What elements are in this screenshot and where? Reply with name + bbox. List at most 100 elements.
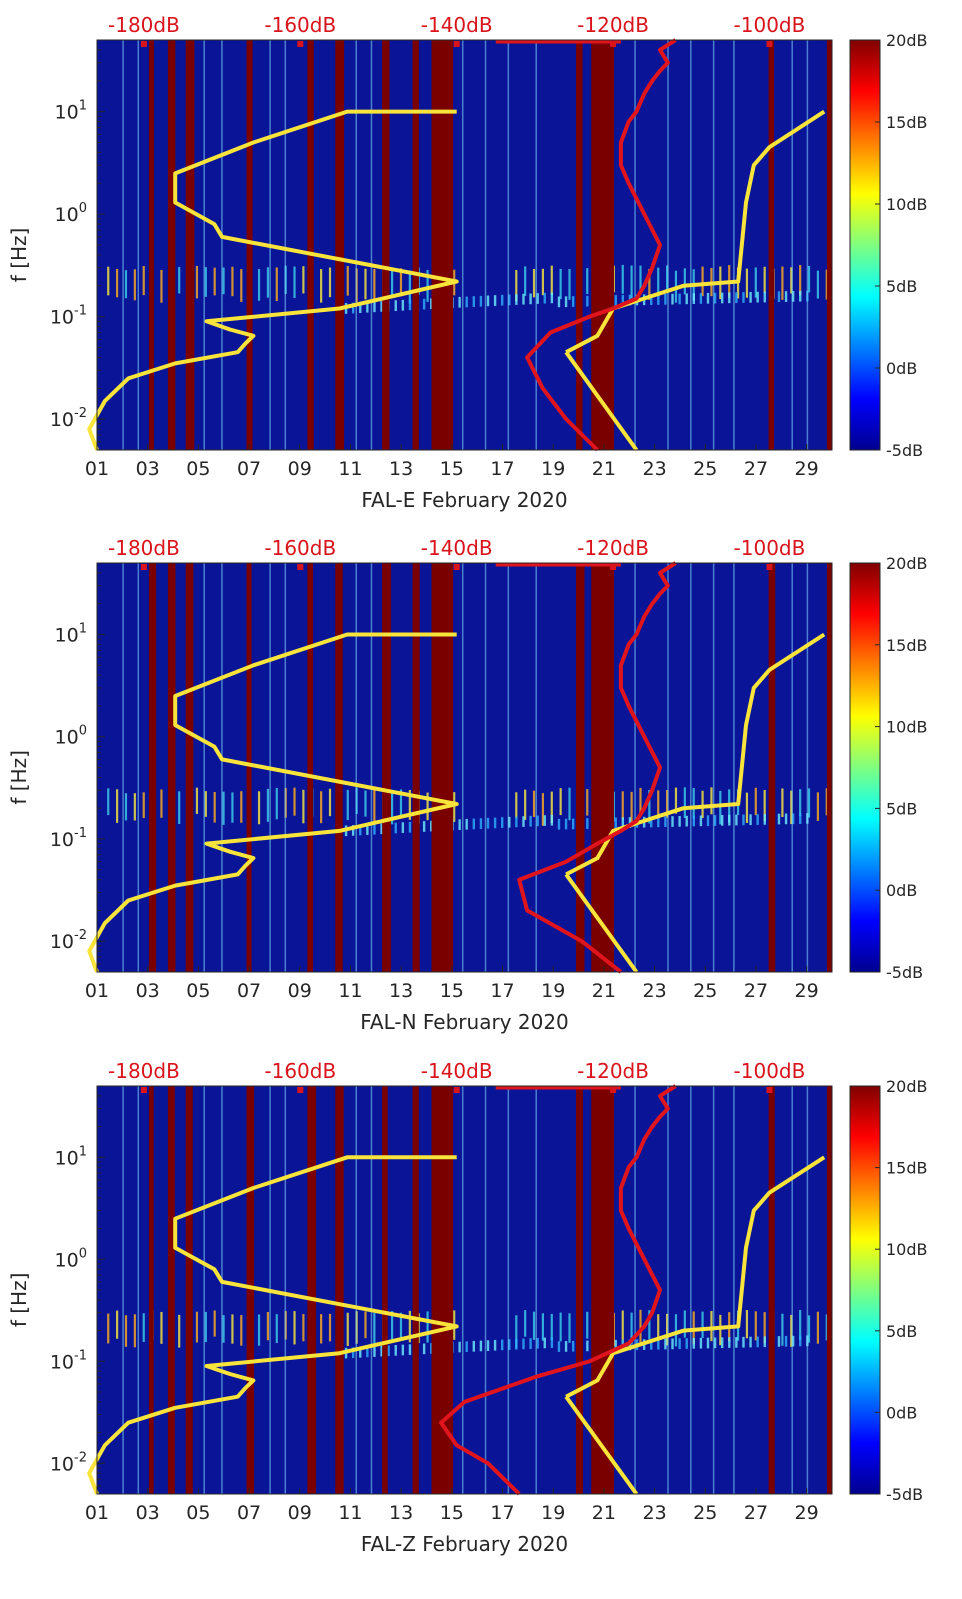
y-tick-label: 100 <box>55 1246 87 1271</box>
secondary-band-cell <box>380 301 383 312</box>
transient-stripe <box>690 563 692 972</box>
y-tick-exponent: -2 <box>74 406 87 421</box>
top-axis-db-label: -140dB <box>421 1059 493 1083</box>
x-tick-label: 29 <box>795 1502 819 1524</box>
secondary-band-cell <box>678 815 681 827</box>
secondary-band-cell <box>728 814 731 826</box>
top-axis-db-label: -100dB <box>734 1059 806 1083</box>
secondary-band-cell <box>422 821 426 832</box>
top-axis-db-label: -160dB <box>264 1059 336 1083</box>
secondary-band-cell <box>543 292 546 304</box>
secondary-band-cell <box>685 293 688 305</box>
top-axis-db-label: -120dB <box>577 536 649 560</box>
secondary-band-cell <box>586 295 589 307</box>
secondary-band-cell <box>472 1340 476 1352</box>
microseism-band-cell <box>816 270 819 299</box>
secondary-band-cell <box>735 1337 738 1348</box>
secondary-band-cell <box>742 1336 745 1348</box>
secondary-band-cell <box>685 815 688 827</box>
data-gap-stripe <box>382 563 391 972</box>
data-gap-stripe <box>768 40 775 450</box>
data-gap-stripe <box>167 1086 175 1494</box>
microseism-band-cell <box>213 1310 216 1337</box>
microseism-band-cell <box>133 1314 136 1348</box>
secondary-band-cell <box>543 815 546 826</box>
x-tick-label: 23 <box>642 458 666 480</box>
data-gap-stripe <box>826 563 832 972</box>
data-gap-block <box>591 1086 615 1494</box>
y-tick-exponent: 1 <box>79 1144 87 1159</box>
data-gap-block <box>591 40 615 450</box>
secondary-band-cell <box>529 815 532 827</box>
microseism-band-cell <box>124 1315 128 1347</box>
secondary-band-cell <box>366 824 369 835</box>
microseism-band-cell <box>160 1311 163 1344</box>
secondary-band-cell <box>784 291 788 302</box>
microseism-band-cell <box>195 787 199 814</box>
x-tick-label: 05 <box>186 458 210 480</box>
microseism-band-cell <box>710 787 713 815</box>
transient-stripe <box>203 563 205 972</box>
secondary-band-cell <box>586 1340 589 1352</box>
microseism-band-cell <box>807 265 811 293</box>
data-gap-block <box>432 1086 454 1494</box>
y-tick-label: 10-2 <box>50 1450 87 1475</box>
secondary-band-cell <box>671 816 674 827</box>
top-axis-db-tick <box>140 1087 147 1093</box>
microseism-band-cell <box>621 791 624 820</box>
x-tick-label: 03 <box>136 980 160 1002</box>
transient-stripe <box>284 40 287 450</box>
transient-stripe <box>667 563 669 972</box>
x-tick-label: 11 <box>338 980 362 1002</box>
transient-stripe <box>284 563 287 972</box>
top-axis-db-tick <box>140 564 147 570</box>
secondary-band-cell <box>713 292 717 304</box>
secondary-band-cell <box>728 1337 731 1348</box>
y-axis-label: f [Hz] <box>7 750 31 805</box>
data-gap-stripe <box>335 563 343 972</box>
microseism-band-cell <box>754 1311 757 1341</box>
microseism-band-cell <box>683 787 686 818</box>
y-tick-base: 10 <box>55 727 79 749</box>
secondary-band-cell <box>430 298 433 310</box>
secondary-band-cell <box>458 1341 461 1353</box>
microseism-band-cell <box>683 268 686 295</box>
microseism-band-cell <box>639 787 642 817</box>
secondary-band-cell <box>650 1339 653 1350</box>
microseism-band-cell <box>657 1314 660 1341</box>
secondary-band-cell <box>735 292 738 304</box>
x-tick-label: 29 <box>795 458 819 480</box>
data-gap-stripe <box>412 563 420 972</box>
transient-stripe <box>634 40 636 450</box>
colorbar-tick-label: 0dB <box>886 1403 917 1422</box>
x-tick-label: 05 <box>186 980 210 1002</box>
microseism-band-cell <box>240 791 243 823</box>
transient-stripe <box>507 563 510 972</box>
transient-stripe <box>690 40 692 450</box>
microseism-band-cell <box>799 265 802 296</box>
microseism-band-cell <box>293 266 296 299</box>
microseism-band-cell <box>142 266 145 296</box>
top-axis-db-tick <box>140 41 147 47</box>
microseism-band-cell <box>515 270 518 302</box>
microseism-band-cell <box>142 792 145 819</box>
top-axis-db-label: -100dB <box>734 536 806 560</box>
secondary-band-cell <box>664 293 667 305</box>
transient-stripe <box>535 1086 537 1494</box>
x-tick-label: 17 <box>490 1502 514 1524</box>
microseism-band-cell <box>648 789 651 824</box>
secondary-band-cell <box>430 1343 433 1354</box>
secondary-band-cell <box>359 302 362 313</box>
microseism-band-cell <box>807 788 811 818</box>
x-tick-label: 29 <box>795 980 819 1002</box>
colorbar-tick-label: -5dB <box>886 963 923 982</box>
microseism-band-cell <box>550 265 553 295</box>
secondary-band-cell <box>621 817 625 829</box>
microseism-band-cell <box>302 1314 305 1342</box>
secondary-band-cell <box>479 295 483 307</box>
transient-stripe <box>667 40 669 450</box>
microseism-band-cell <box>524 1310 527 1337</box>
secondary-band-cell <box>472 296 476 307</box>
microseism-band-cell <box>257 269 261 301</box>
